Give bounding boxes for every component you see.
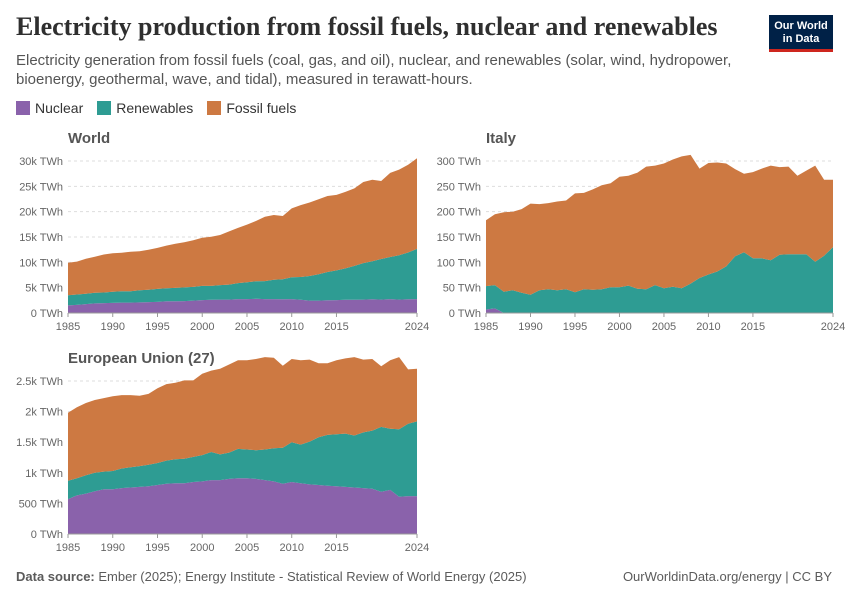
area-renewables[interactable] [68,248,417,306]
x-tick-label: 1995 [145,542,169,554]
x-tick-label: 2015 [324,321,348,333]
data-source-label: Data source: [16,569,95,584]
x-tick-label: 2010 [279,321,303,333]
area-fossil-fuels[interactable] [486,154,833,295]
x-tick-label: 1985 [56,321,80,333]
panel-title: Italy [486,130,517,147]
y-tick-label: 25k TWh [19,181,63,193]
x-tick-label: 2024 [405,321,429,333]
y-tick-label: 2k TWh [25,407,63,419]
legend-label-nuclear: Nuclear [35,100,84,116]
chart-panel-0: World 0 TWh 5k TWh 10k TWh 15k TWh 20k TWh 25k… [19,130,429,333]
y-tick-label: 0 TWh [449,308,481,320]
y-tick-label: 300 TWh [437,156,481,168]
x-tick-label: 1995 [145,321,169,333]
data-source: Data source: Ember (2025); Energy Instit… [16,569,527,584]
logo-line-2: in Data [782,32,820,45]
chart-panel-2: European Union (27) 0 TWh 500 TWh 1k TWh 1.5… [16,350,429,554]
x-tick-label: 2010 [696,321,720,333]
y-tick-label: 50 TWh [443,283,481,295]
y-tick-label: 10k TWh [19,257,63,269]
y-tick-label: 1.5k TWh [16,437,63,449]
x-tick-label: 1990 [101,542,125,554]
legend-swatch-nuclear [16,101,30,115]
y-tick-label: 500 TWh [19,498,63,510]
y-tick-label: 100 TWh [437,257,481,269]
area-renewables[interactable] [486,247,833,313]
legend-label-fossil-fuels: Fossil fuels [226,100,297,116]
x-tick-label: 1990 [101,321,125,333]
x-tick-label: 2005 [235,321,259,333]
x-tick-label: 1995 [563,321,587,333]
y-tick-label: 5k TWh [25,283,63,295]
panel-title: World [68,130,110,147]
x-tick-label: 2015 [324,542,348,554]
chart-title: Electricity production from fossil fuels… [16,12,718,41]
owid-logo[interactable]: Our World in Data [769,15,833,52]
y-tick-label: 150 TWh [437,232,481,244]
y-tick-label: 15k TWh [19,232,63,244]
y-tick-label: 30k TWh [19,156,63,168]
y-tick-label: 20k TWh [19,207,63,219]
legend-swatch-fossil-fuels [207,101,222,115]
area-nuclear[interactable] [68,298,417,313]
x-tick-label: 2015 [741,321,765,333]
legend-label-renewables: Renewables [116,100,194,116]
legend-swatch-renewables [97,101,112,115]
panel-title: European Union (27) [68,350,215,367]
y-tick-label: 1k TWh [25,468,63,480]
legend-item-nuclear[interactable]: Nuclear [16,100,83,116]
area-fossil-fuels[interactable] [68,158,417,296]
area-nuclear[interactable] [68,478,417,534]
legend-item-renewables[interactable]: Renewables [97,100,193,116]
credit-link[interactable]: OurWorldinData.org/energy | CC BY [622,569,832,584]
y-tick-label: 250 TWh [437,181,481,193]
x-tick-label: 2000 [190,542,214,554]
legend-item-fossil-fuels[interactable]: Fossil fuels [207,100,296,116]
chart-panel-1: Italy 0 TWh 50 TWh 100 TWh 150 TWh 200 TWh 250… [437,130,846,333]
x-tick-label: 1985 [474,321,498,333]
y-tick-label: 0 TWh [31,308,63,320]
legend: Nuclear Renewables Fossil fuels [16,100,296,116]
logo-line-1: Our World [774,20,828,32]
x-tick-label: 2024 [405,542,429,554]
x-tick-label: 2024 [821,321,845,333]
area-renewables[interactable] [68,421,417,500]
chart-subtitle: Electricity generation from fossil fuels… [16,52,732,88]
y-tick-label: 200 TWh [437,207,481,219]
x-tick-label: 1990 [518,321,542,333]
x-tick-label: 2000 [190,321,214,333]
x-tick-label: 1985 [56,542,80,554]
y-tick-label: 0 TWh [31,529,63,541]
x-tick-label: 2005 [235,542,259,554]
area-fossil-fuels[interactable] [68,357,417,481]
x-tick-label: 2010 [279,542,303,554]
data-source-text: Ember (2025); Energy Institute - Statist… [98,569,527,584]
x-tick-label: 2005 [652,321,676,333]
y-tick-label: 2.5k TWh [16,376,63,388]
charts-canvas: World 0 TWh 5k TWh 10k TWh 15k TWh 20k TWh 25k… [16,130,846,554]
x-tick-label: 2000 [607,321,631,333]
